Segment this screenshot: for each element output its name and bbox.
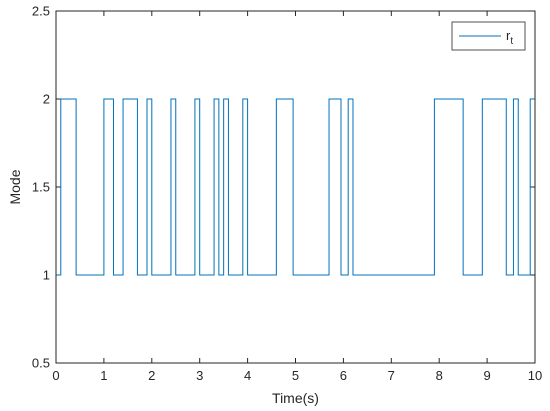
- y-tick-label: 1.5: [32, 180, 50, 195]
- x-tick-label: 9: [483, 368, 490, 383]
- x-tick-label: 3: [196, 368, 203, 383]
- legend: rt: [451, 21, 526, 51]
- x-tick-label: 5: [292, 368, 299, 383]
- plot-area: [56, 11, 535, 363]
- x-tick-label: 2: [148, 368, 155, 383]
- x-tick-label: 0: [52, 368, 59, 383]
- plot-frame: [55, 10, 536, 364]
- x-tick-label: 7: [388, 368, 395, 383]
- x-tick-label: 1: [100, 368, 107, 383]
- legend-label: rt: [506, 28, 513, 47]
- x-tick-label: 10: [528, 368, 542, 383]
- x-axis-label: Time(s): [272, 390, 319, 406]
- y-tick-label: 1: [43, 268, 50, 283]
- legend-label-main: r: [506, 28, 511, 43]
- y-tick-label: 0.5: [32, 356, 50, 371]
- legend-label-sub: t: [510, 36, 513, 47]
- y-axis-label: Mode: [7, 169, 23, 204]
- y-tick-label: 2.5: [32, 4, 50, 19]
- x-ticks: 0 1 2 3 4 5 6 7 8 9 10: [52, 11, 542, 383]
- x-tick-label: 6: [340, 368, 347, 383]
- x-tick-label: 4: [244, 368, 251, 383]
- y-ticks: 0.5 1 1.5 2 2.5: [32, 4, 535, 371]
- series-line-r-t: [56, 98, 535, 276]
- x-tick-label: 8: [436, 368, 443, 383]
- y-tick-label: 2: [43, 92, 50, 107]
